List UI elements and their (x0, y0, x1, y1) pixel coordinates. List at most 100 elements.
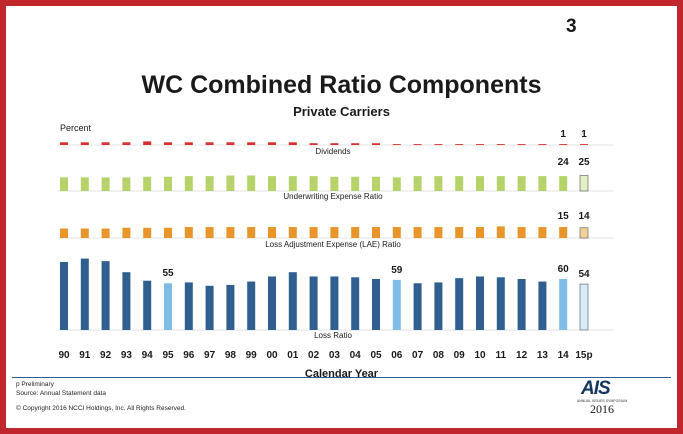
x-tick-98: 98 (224, 350, 236, 361)
bar-loss-adjustment-expense-lae-ratio-99 (247, 227, 256, 238)
bar-loss-adjustment-expense-lae-ratio-10 (476, 227, 484, 238)
bar-loss-adjustment-expense-lae-ratio-00 (268, 227, 276, 238)
bar-underwriting-expense-ratio-10 (476, 176, 484, 191)
bar-loss-ratio-99 (247, 281, 256, 330)
bar-loss-adjustment-expense-lae-ratio-97 (205, 227, 214, 238)
bar-underwriting-expense-ratio-99 (247, 175, 256, 191)
bar-loss-adjustment-expense-lae-ratio-08 (434, 227, 443, 238)
x-tick-02: 02 (308, 350, 320, 361)
x-tick-01: 01 (287, 350, 299, 361)
chart-title: WC Combined Ratio Components (141, 71, 542, 99)
x-tick-94: 94 (141, 350, 153, 361)
footer-divider (12, 377, 671, 378)
bar-loss-ratio-03 (330, 276, 339, 330)
bar-loss-ratio-91 (80, 258, 89, 330)
bar-loss-ratio-93 (122, 272, 131, 330)
bar-loss-ratio-01 (288, 272, 297, 330)
bar-loss-adjustment-expense-lae-ratio-94 (143, 227, 152, 238)
bar-dividends-04 (351, 143, 360, 145)
bar-loss-adjustment-expense-lae-ratio-95 (164, 227, 172, 238)
x-tick-14: 14 (557, 350, 569, 361)
bar-dividends-08 (434, 144, 443, 145)
bar-underwriting-expense-ratio-11 (496, 176, 505, 191)
ais-logo: AIS ANNUAL ISSUES SYMPOSIUM 2016 (575, 378, 629, 416)
bar-dividends-00 (268, 142, 276, 145)
footnote-copyright: © Copyright 2016 NCCI Holdings, Inc. All… (16, 405, 186, 412)
bar-loss-adjustment-expense-lae-ratio-09 (455, 227, 464, 238)
bar-dividends-03 (330, 143, 339, 145)
bar-loss-adjustment-expense-lae-ratio-02 (309, 227, 318, 238)
data-label-1-15p: 25 (578, 157, 590, 168)
x-tick-06: 06 (391, 350, 403, 361)
x-tick-15p: 15p (575, 350, 593, 361)
x-tick-13: 13 (536, 350, 548, 361)
bar-underwriting-expense-ratio-97 (205, 176, 214, 191)
bar-loss-ratio-10 (476, 276, 484, 330)
unit-label: Percent (60, 123, 92, 133)
bar-loss-adjustment-expense-lae-ratio-92 (101, 228, 110, 238)
bar-underwriting-expense-ratio-06 (392, 177, 401, 191)
bar-loss-adjustment-expense-lae-ratio-11 (496, 226, 505, 238)
logo-tagline: ANNUAL ISSUES SYMPOSIUM (576, 399, 628, 403)
bar-loss-ratio-02 (309, 276, 318, 330)
data-label-3-95: 55 (162, 268, 174, 280)
bar-loss-adjustment-expense-lae-ratio-96 (184, 227, 193, 238)
bar-loss-adjustment-expense-lae-ratio-06 (392, 227, 401, 238)
bar-loss-ratio-08 (434, 282, 443, 330)
bar-underwriting-expense-ratio-91 (80, 177, 89, 191)
bar-dividends-90 (60, 142, 68, 145)
bar-loss-ratio-00 (268, 276, 276, 330)
data-label-3-15p: 54 (578, 269, 590, 281)
bar-loss-adjustment-expense-lae-ratio-98 (226, 227, 235, 238)
bar-underwriting-expense-ratio-15p (579, 175, 589, 192)
bar-loss-adjustment-expense-lae-ratio-12 (517, 227, 526, 238)
bar-underwriting-expense-ratio-93 (122, 177, 131, 191)
bar-underwriting-expense-ratio-03 (330, 176, 339, 191)
footnote-source: Source: Annual Statement data (16, 390, 106, 397)
bar-dividends-99 (247, 142, 256, 145)
data-label-2-15p: 14 (578, 211, 590, 222)
bar-underwriting-expense-ratio-05 (372, 176, 380, 191)
bar-loss-ratio-95 (164, 283, 172, 330)
bar-dividends-95 (164, 142, 172, 145)
bar-underwriting-expense-ratio-14 (559, 176, 568, 191)
bar-loss-adjustment-expense-lae-ratio-14 (559, 227, 568, 238)
bar-underwriting-expense-ratio-92 (101, 177, 110, 191)
x-tick-08: 08 (432, 350, 444, 361)
series-label-1: Underwriting Expense Ratio (283, 192, 383, 201)
bar-loss-ratio-90 (60, 262, 68, 330)
x-tick-11: 11 (495, 350, 507, 361)
chart-subtitle: Private Carriers (293, 104, 390, 119)
bar-loss-adjustment-expense-lae-ratio-05 (372, 227, 380, 238)
bar-loss-adjustment-expense-lae-ratio-01 (288, 227, 297, 238)
x-tick-05: 05 (370, 350, 382, 361)
bar-loss-adjustment-expense-lae-ratio-91 (80, 228, 89, 238)
bar-loss-ratio-13 (538, 281, 547, 330)
bar-loss-adjustment-expense-lae-ratio-90 (60, 228, 68, 238)
logo-year: 2016 (590, 402, 614, 416)
bar-underwriting-expense-ratio-00 (268, 176, 276, 191)
series-label-3: Loss Ratio (314, 331, 352, 340)
data-label-1-14: 24 (557, 157, 569, 168)
x-tick-03: 03 (328, 350, 340, 361)
bar-dividends-10 (476, 144, 484, 145)
bar-loss-adjustment-expense-lae-ratio-13 (538, 227, 547, 238)
bar-loss-ratio-05 (372, 279, 380, 330)
x-tick-04: 04 (349, 350, 361, 361)
x-tick-93: 93 (120, 350, 132, 361)
bar-loss-ratio-94 (143, 280, 152, 330)
data-label-3-14: 60 (557, 264, 569, 275)
x-tick-95: 95 (162, 350, 174, 361)
bar-loss-ratio-12 (517, 279, 526, 330)
bar-dividends-01 (288, 142, 297, 145)
bar-underwriting-expense-ratio-90 (60, 177, 68, 191)
bar-dividends-94 (143, 141, 152, 145)
bar-dividends-96 (184, 142, 193, 145)
bar-loss-adjustment-expense-lae-ratio-07 (413, 227, 422, 238)
bar-loss-ratio-07 (413, 283, 422, 330)
bar-loss-adjustment-expense-lae-ratio-93 (122, 227, 131, 238)
bar-loss-ratio-96 (184, 282, 193, 330)
bar-dividends-11 (496, 144, 505, 145)
bar-underwriting-expense-ratio-08 (434, 176, 443, 191)
bar-underwriting-expense-ratio-07 (413, 176, 422, 191)
